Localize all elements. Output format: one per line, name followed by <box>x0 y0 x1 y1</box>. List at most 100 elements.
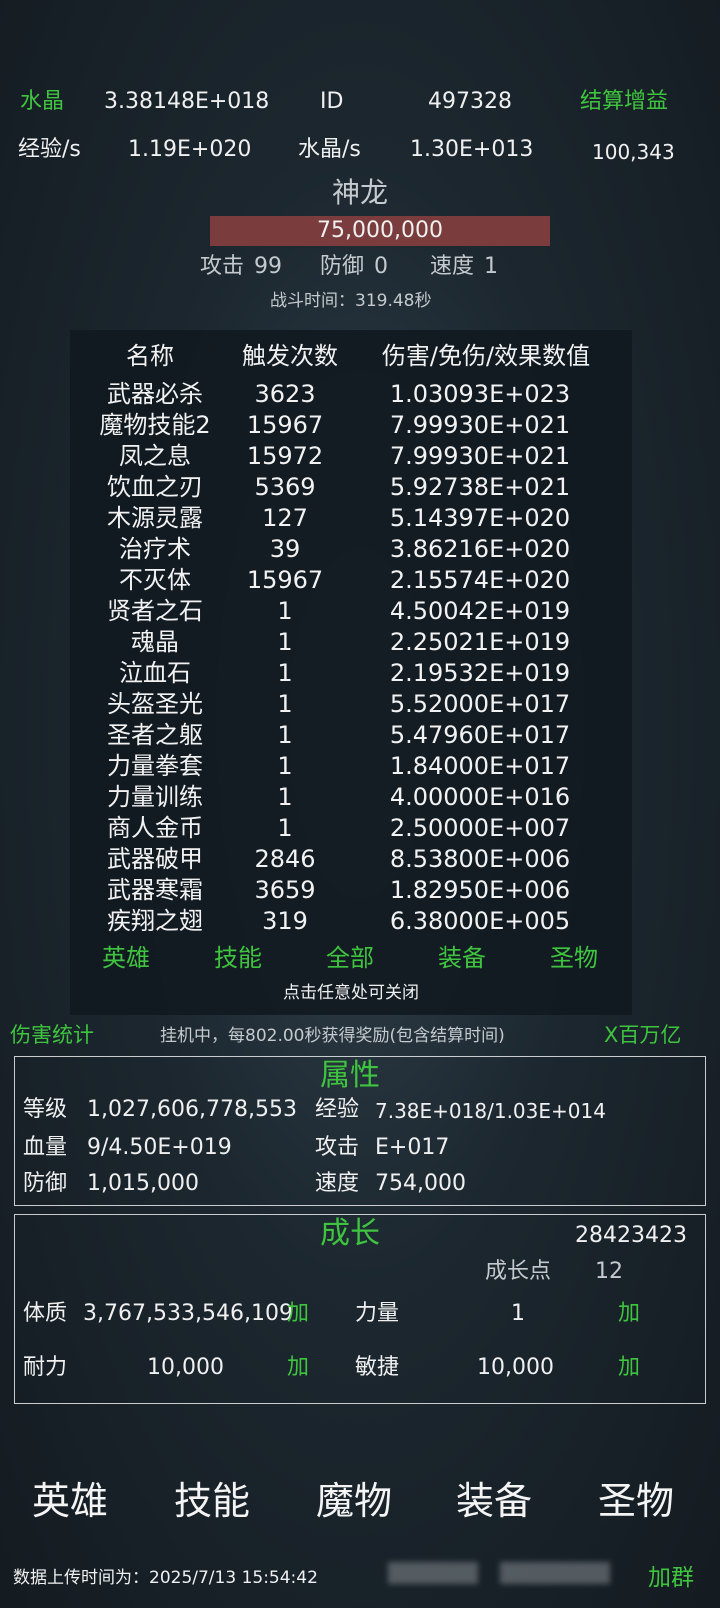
defense-value: 1,015,000 <box>87 1171 199 1196</box>
monster-speed-value: 1 <box>484 254 498 279</box>
unit-toggle-button[interactable]: X百万亿 <box>604 1023 682 1047</box>
settle-bonus-button[interactable]: 结算增益 <box>580 89 669 114</box>
hp-label: 血量 <box>23 1135 68 1160</box>
row-value: 1.82950E+006 <box>389 876 571 904</box>
exp-rate-label: 经验/s <box>18 137 81 162</box>
nav-skill[interactable]: 技能 <box>174 1479 251 1523</box>
row-count: 39 <box>269 535 301 563</box>
monster-attack-label: 攻击 <box>200 254 245 279</box>
nav-equipment[interactable]: 装备 <box>456 1479 533 1523</box>
row-count: 1 <box>277 783 293 811</box>
row-value: 5.92738E+021 <box>389 473 571 501</box>
row-count: 15972 <box>246 442 324 470</box>
monster-hp-bar: 75,000,000 <box>210 216 550 246</box>
row-value: 2.15574E+020 <box>389 566 571 594</box>
battle-time: 战斗时间：319.48秒 <box>270 291 432 311</box>
row-name: 头盔圣光 <box>107 690 203 718</box>
table-row: 力量训练 1 4.00000E+016 <box>70 783 632 814</box>
redacted-block <box>500 1562 610 1584</box>
table-row: 凤之息 15972 7.99930E+021 <box>70 442 632 473</box>
table-row: 饮血之刃 5369 5.92738E+021 <box>70 473 632 504</box>
nav-relic[interactable]: 圣物 <box>598 1479 675 1523</box>
monster-hp-value: 75,000,000 <box>317 218 443 243</box>
row-value: 4.50042E+019 <box>389 597 571 625</box>
row-name: 力量拳套 <box>107 752 203 780</box>
nav-hero[interactable]: 英雄 <box>32 1479 109 1523</box>
row-count: 1 <box>277 721 293 749</box>
defense-label: 防御 <box>23 1171 68 1196</box>
row-value: 4.00000E+016 <box>389 783 571 811</box>
nav-monster[interactable]: 魔物 <box>316 1479 393 1523</box>
table-header: 名称 触发次数 伤害/免伤/效果数值 <box>70 342 632 373</box>
monster-defense-value: 0 <box>374 254 388 279</box>
row-value: 2.19532E+019 <box>389 659 571 687</box>
idle-reward-text: 挂机中，每802.00秒获得奖励(包含结算时间) <box>160 1026 505 1046</box>
row-value: 5.47960E+017 <box>389 721 571 749</box>
upload-time: 数据上传时间为：2025/7/13 15:54:42 <box>13 1568 318 1588</box>
table-row: 武器必杀 3623 1.03093E+023 <box>70 380 632 411</box>
endurance-value: 10,000 <box>147 1355 224 1380</box>
agility-label: 敏捷 <box>355 1355 400 1380</box>
id-value: 497328 <box>428 89 512 114</box>
popup-tab-relic[interactable]: 圣物 <box>550 944 598 972</box>
row-count: 3623 <box>254 380 316 408</box>
row-name: 泣血石 <box>119 659 191 687</box>
table-row: 魔物技能2 15967 7.99930E+021 <box>70 411 632 442</box>
damage-table-body[interactable]: 武器必杀 3623 1.03093E+023 魔物技能2 15967 7.99930E+0… <box>70 380 632 940</box>
constitution-add-button[interactable]: 加 <box>287 1301 310 1326</box>
row-name: 圣者之躯 <box>107 721 203 749</box>
row-name: 饮血之刃 <box>107 473 203 501</box>
exp-value: 7.38E+018/1.03E+014 <box>375 1099 606 1123</box>
row-value: 2.25021E+019 <box>389 628 571 656</box>
popup-tab-skill[interactable]: 技能 <box>214 944 262 972</box>
row-name: 不灭体 <box>119 566 191 594</box>
row-value: 1.84000E+017 <box>389 752 571 780</box>
growth-title: 成长 <box>320 1216 380 1251</box>
popup-tab-all[interactable]: 全部 <box>326 944 374 972</box>
endurance-label: 耐力 <box>23 1355 68 1380</box>
speed-label: 速度 <box>315 1171 360 1196</box>
table-row: 木源灵露 127 5.14397E+020 <box>70 504 632 535</box>
damage-stats-button[interactable]: 伤害统计 <box>10 1023 94 1047</box>
table-row: 治疗术 39 3.86216E+020 <box>70 535 632 566</box>
strength-add-button[interactable]: 加 <box>618 1301 641 1326</box>
header-count: 触发次数 <box>242 342 338 370</box>
row-name: 武器必杀 <box>107 380 203 408</box>
row-count: 5369 <box>254 473 316 501</box>
row-count: 1 <box>277 659 293 687</box>
attack-label: 攻击 <box>315 1135 360 1160</box>
crystal-label: 水晶 <box>20 89 65 114</box>
constitution-value: 3,767,533,546,109 <box>83 1301 293 1326</box>
constitution-label: 体质 <box>23 1301 68 1326</box>
row-name: 武器破甲 <box>107 845 203 873</box>
row-value: 5.52000E+017 <box>389 690 571 718</box>
endurance-add-button[interactable]: 加 <box>287 1355 310 1380</box>
table-row: 泣血石 1 2.19532E+019 <box>70 659 632 690</box>
growth-points-label: 成长点 <box>485 1259 552 1284</box>
level-label: 等级 <box>23 1097 68 1122</box>
row-count: 1 <box>277 690 293 718</box>
row-value: 7.99930E+021 <box>389 411 571 439</box>
row-name: 武器寒霜 <box>107 876 203 904</box>
row-count: 2846 <box>254 845 316 873</box>
redacted-block <box>388 1562 478 1584</box>
table-row: 力量拳套 1 1.84000E+017 <box>70 752 632 783</box>
table-row: 头盔圣光 1 5.52000E+017 <box>70 690 632 721</box>
join-group-button[interactable]: 加群 <box>648 1565 694 1591</box>
popup-tab-equipment[interactable]: 装备 <box>438 944 486 972</box>
monster-defense-label: 防御 <box>320 254 365 279</box>
row-value: 8.53800E+006 <box>389 845 571 873</box>
speed-value: 754,000 <box>375 1171 466 1196</box>
row-value: 2.50000E+007 <box>389 814 571 842</box>
row-name: 木源灵露 <box>107 504 203 532</box>
table-row: 不灭体 15967 2.15574E+020 <box>70 566 632 597</box>
row-name: 魔物技能2 <box>99 411 211 439</box>
damage-stats-popup[interactable]: 名称 触发次数 伤害/免伤/效果数值 武器必杀 3623 1.03093E+023 魔… <box>70 330 632 1015</box>
strength-label: 力量 <box>355 1301 400 1326</box>
agility-add-button[interactable]: 加 <box>618 1355 641 1380</box>
row-count: 1 <box>277 814 293 842</box>
row-name: 商人金币 <box>107 814 203 842</box>
attributes-panel: 属性 等级 1,027,606,778,553 经验 7.38E+018/1.0… <box>14 1056 706 1206</box>
attributes-title: 属性 <box>320 1058 380 1093</box>
popup-tab-hero[interactable]: 英雄 <box>102 944 150 972</box>
